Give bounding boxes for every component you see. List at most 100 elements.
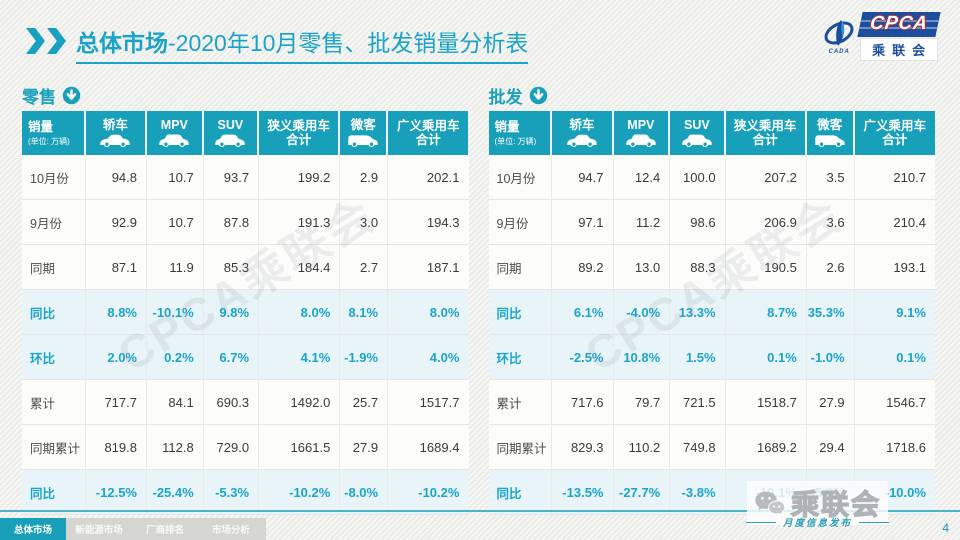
footer-tab[interactable]: 总体市场 <box>0 518 66 540</box>
cell-value: 8.7% <box>726 290 807 334</box>
cell-value: 1689.2 <box>726 425 807 469</box>
cell-value: 112.8 <box>147 425 204 469</box>
cell-value: -25.4% <box>147 470 204 514</box>
table-row: 10月份 94.7 12.4 100.0 207.2 3.5 210.7 <box>488 155 935 200</box>
cell-value: 199.2 <box>259 155 341 199</box>
cell-value: 1517.7 <box>419 394 460 410</box>
table-row: 环比 2.0% 0.2% 6.7% 4.1% -1.9% 4.0% <box>22 335 469 380</box>
cell-value: -4.0% <box>614 290 671 334</box>
cell-value: 92.9 <box>86 200 147 244</box>
row-label: 累计 <box>489 380 553 424</box>
cell-value: 27.9 <box>340 425 389 469</box>
footer-tab[interactable]: 市场分析 <box>211 525 250 536</box>
cell-value: 27.9 <box>807 380 855 424</box>
cell-value: 2.6 <box>807 245 855 289</box>
table-row: 同期累计 829.3 110.2 749.8 1689.2 29.4 1718.6 <box>488 425 935 470</box>
cell-value: 79.7 <box>614 380 671 424</box>
cell-value: 10.7 <box>147 155 204 199</box>
double-chevron-icon <box>26 28 68 54</box>
cell-value: -12.5% <box>86 470 147 514</box>
row-label: 9月份 <box>22 200 86 244</box>
title-section-name: 总体市场 <box>76 30 168 56</box>
cell-value: 210.7 <box>893 169 926 185</box>
cell-value: 819.8 <box>86 425 147 469</box>
cell-value: -1.0% <box>807 335 855 379</box>
page-title: 总体市场-2020年10月零售、批发销量分析表 <box>76 24 529 64</box>
cell-value: 8.8% <box>86 290 147 334</box>
cpca-logo: CADA CPCA 乘联会 <box>822 12 941 61</box>
van-car-icon <box>813 133 847 148</box>
table-row: 9月份 92.9 10.7 87.8 191.3 3.0 194.3 <box>22 200 469 245</box>
table-row: 同比 -12.5% -25.4% -5.3% -10.2% -8.0% -10.2% <box>22 470 469 515</box>
column-header: 轿车 <box>552 111 614 155</box>
row-label: 同比 <box>489 470 553 514</box>
column-header: 广义乘用车 合计 <box>388 111 469 155</box>
footer-tab[interactable]: 厂商排名 <box>145 525 184 536</box>
footer-divider <box>0 510 960 512</box>
cell-value: 194.3 <box>426 214 460 230</box>
cell-value: 25.7 <box>340 380 389 424</box>
cell-value: 13.0 <box>614 245 671 289</box>
cell-value: -13.5% <box>552 470 614 514</box>
row-label: 同比 <box>22 290 86 334</box>
cell-value: 100.0 <box>670 155 726 199</box>
row-label: 环比 <box>489 335 553 379</box>
cell-value: -27.7% <box>614 470 671 514</box>
cell-value: 6.1% <box>552 290 614 334</box>
row-label: 环比 <box>22 335 86 379</box>
row-label: 9月份 <box>489 200 553 244</box>
cell-value: 8.0% <box>429 304 460 320</box>
tables-container: 零售 销量 (单位: 万辆) 轿车 MPV SUV 狭义乘用车 合计 微客 广义乘用车 合计 10月… <box>22 84 935 515</box>
column-header: 广义乘用车 合计 <box>854 111 935 155</box>
cell-value: 4.0% <box>429 349 460 365</box>
cell-value: 193.1 <box>893 259 926 275</box>
cell-value: 9.8% <box>204 290 260 334</box>
cell-value: 2.9 <box>340 155 389 199</box>
cell-value: 0.1% <box>896 349 926 365</box>
cell-value: 6.7% <box>204 335 260 379</box>
cell-value: 749.8 <box>670 425 726 469</box>
wechat-icon <box>754 490 786 517</box>
cell-value: 717.6 <box>552 380 614 424</box>
row-label: 同期累计 <box>489 425 553 469</box>
suv-car-icon <box>213 133 247 148</box>
cada-label: CADA <box>828 48 850 55</box>
suv-car-icon <box>680 133 714 148</box>
row-label: 10月份 <box>22 155 86 199</box>
row-label: 同期 <box>22 245 86 289</box>
cpca-wordmark: CPCA <box>857 12 941 37</box>
table-row: 同期累计 819.8 112.8 729.0 1661.5 27.9 1689.4 <box>22 425 469 470</box>
column-header: 销量 (单位: 万辆) <box>488 111 553 155</box>
cell-value: 206.9 <box>726 200 807 244</box>
column-header: 狭义乘用车 合计 <box>259 111 341 155</box>
row-label: 同期 <box>489 245 553 289</box>
cell-value: 110.2 <box>614 425 671 469</box>
cell-value: 4.1% <box>259 335 341 379</box>
chevron-right-icon <box>26 28 45 54</box>
cell-value: 2.7 <box>340 245 389 289</box>
cell-value: 187.1 <box>426 259 460 275</box>
cell-value: 8.0% <box>259 290 341 334</box>
cell-value: 829.3 <box>552 425 614 469</box>
table-row: 同比 8.8% -10.1% 9.8% 8.0% 8.1% 8.0% <box>22 290 469 335</box>
cell-value: 1661.5 <box>259 425 341 469</box>
cell-value: 89.2 <box>552 245 614 289</box>
cell-value: 87.1 <box>86 245 147 289</box>
column-header: 轿车 <box>85 111 147 155</box>
cell-value: 11.2 <box>614 200 671 244</box>
column-header: SUV <box>203 111 260 155</box>
cell-value: 98.6 <box>670 200 726 244</box>
table-header-row: 销量 (单位: 万辆) 轿车 MPV SUV 狭义乘用车 合计 微客 广义乘用车 合计 <box>488 111 936 155</box>
cell-value: 11.9 <box>147 245 204 289</box>
cell-value: -3.8% <box>670 470 726 514</box>
down-arrow-circle-icon <box>529 86 548 105</box>
cell-value: 10.7 <box>147 200 204 244</box>
footer-tab[interactable]: 新能源市场 <box>75 525 123 536</box>
cell-value: 88.3 <box>670 245 726 289</box>
down-arrow-circle-icon <box>62 86 81 105</box>
cell-value: 1546.7 <box>886 394 926 410</box>
cell-value: 1492.0 <box>259 380 341 424</box>
publication-label: 月度信息发布 <box>739 515 896 529</box>
cell-value: 184.4 <box>259 245 341 289</box>
table-header-row: 销量 (单位: 万辆) 轿车 MPV SUV 狭义乘用车 合计 微客 广义乘用车 合计 <box>22 111 469 155</box>
